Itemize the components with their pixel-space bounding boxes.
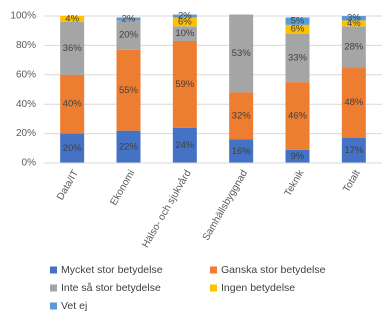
bar-segment (229, 14, 254, 93)
x-tick-label: Samhällsbyggnad (201, 168, 250, 242)
value-label: 5% (291, 16, 305, 27)
value-label: 10% (175, 28, 195, 39)
bar-segment (341, 16, 366, 21)
value-label: 20% (63, 143, 83, 154)
bar-segment (341, 138, 366, 163)
bar-segment (172, 127, 197, 163)
bar-segment (60, 74, 85, 134)
value-label: 2% (122, 13, 136, 24)
bar-segment (285, 82, 310, 150)
bar-segment (116, 20, 141, 50)
bar-segment (116, 49, 141, 131)
value-label: 22% (119, 141, 139, 152)
x-tick-label: Data/IT (55, 168, 81, 202)
value-label: 3% (347, 13, 361, 24)
y-tick-label: 100% (10, 11, 36, 22)
legend-label: Inte så stor betydelse (61, 282, 161, 294)
y-tick-label: 60% (16, 69, 36, 80)
x-tick-label: Teknik (283, 167, 307, 198)
x-tick-label: Ekonomi (108, 168, 137, 207)
legend-swatch (50, 302, 57, 310)
bar-segment (229, 139, 254, 163)
bar-segment (341, 67, 366, 139)
x-tick-label: Hälso- och sjukvård (139, 168, 193, 250)
y-tick-label: 80% (16, 40, 36, 51)
bar-segment (116, 130, 141, 163)
bar-segment (341, 20, 366, 27)
value-label: 33% (288, 52, 308, 63)
legend-swatch (210, 266, 217, 274)
y-tick-label: 40% (16, 99, 36, 110)
legend-swatch (50, 266, 57, 274)
value-label: 4% (65, 13, 79, 24)
value-label: 53% (232, 48, 252, 59)
legend-label: Vet ej (61, 300, 87, 312)
bar-segment (229, 92, 254, 140)
value-label: 24% (175, 140, 195, 151)
legend-label: Mycket stor betydelse (61, 264, 163, 276)
bar-segment (172, 26, 197, 41)
bar-segment (60, 16, 85, 22)
value-label: 9% (291, 151, 305, 162)
value-label: 6% (291, 24, 305, 35)
bar-segment (285, 33, 310, 83)
legend-label: Ganska stor betydelse (221, 264, 326, 276)
value-label: 28% (344, 41, 364, 52)
value-label: 59% (175, 79, 195, 90)
value-label: 2% (178, 11, 192, 22)
bar-segment (172, 40, 197, 128)
x-tick-label: Totalt (341, 168, 363, 194)
value-label: 40% (63, 99, 83, 110)
value-label: 6% (178, 16, 192, 27)
bar-segment (172, 17, 197, 27)
bar-segment (285, 17, 310, 25)
value-label: 4% (347, 18, 361, 29)
bar-segment (285, 149, 310, 163)
value-label: 16% (232, 146, 252, 157)
value-label: 32% (232, 110, 252, 121)
bar-segment (285, 24, 310, 34)
legend-swatch (210, 284, 217, 292)
bar-segment (172, 14, 197, 18)
legend-swatch (50, 284, 57, 292)
bar-segment (341, 26, 366, 68)
bar-segment (60, 133, 85, 163)
value-label: 17% (344, 145, 364, 156)
value-label: 46% (288, 110, 308, 121)
bar-segment (116, 17, 141, 21)
value-label: 55% (119, 85, 139, 96)
value-label: 36% (63, 43, 83, 54)
y-tick-label: 20% (16, 128, 36, 139)
value-label: 20% (119, 30, 139, 41)
y-tick-label: 0% (22, 158, 37, 169)
legend-label: Ingen betydelse (221, 282, 295, 294)
bar-segment (60, 21, 85, 75)
value-label: 48% (344, 97, 364, 108)
